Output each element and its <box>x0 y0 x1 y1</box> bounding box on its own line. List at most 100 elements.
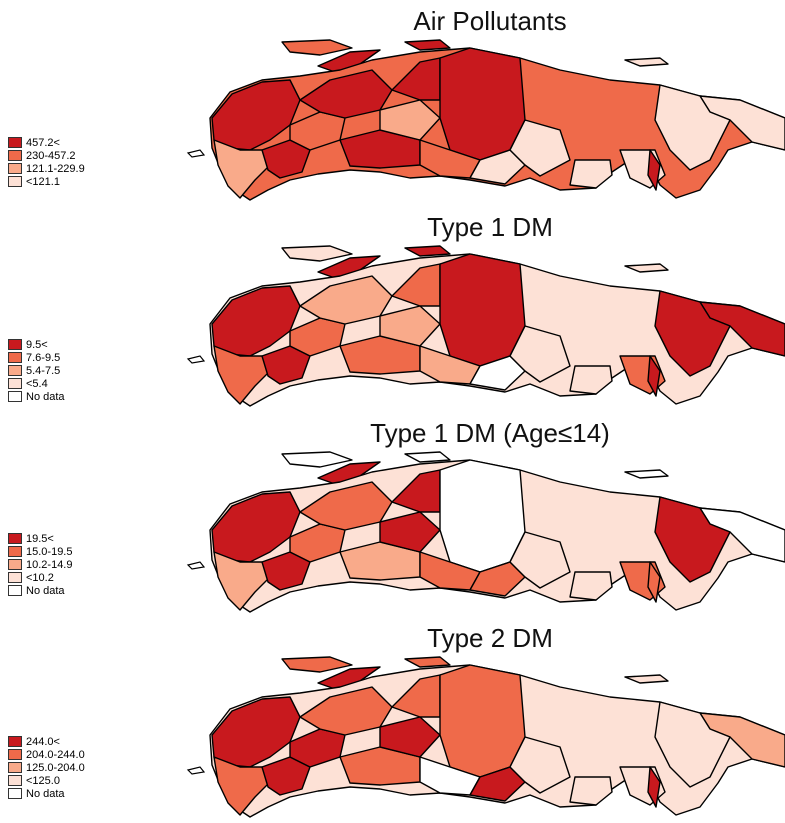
russia-map-type2-dm <box>186 656 785 818</box>
legend-label: <10.2 <box>26 571 54 584</box>
region-kaliningrad <box>186 766 206 775</box>
legend-label: No data <box>26 787 65 800</box>
region-amur <box>569 571 613 601</box>
region-magadan <box>654 290 731 377</box>
region-south <box>213 756 271 816</box>
panel-title: Air Pollutants <box>413 6 567 36</box>
russia-map-type1-dm-age14 <box>186 451 785 613</box>
region-komi <box>299 69 393 119</box>
legend-swatch <box>8 736 22 747</box>
region-magadan <box>654 701 731 788</box>
legend-item: 230-457.2 <box>8 149 85 162</box>
legend-swatch <box>8 533 22 544</box>
region-kaliningrad <box>186 149 206 158</box>
region-krasnoyarsk <box>439 47 526 161</box>
legend-item: 9.5< <box>8 338 65 351</box>
legend-label: 204.0-244.0 <box>26 748 85 761</box>
region-amur <box>569 365 613 395</box>
russia-map-type1-dm <box>186 245 785 407</box>
region-krasnoyarsk <box>439 459 526 573</box>
legend-label: No data <box>26 584 65 597</box>
legend-item: 457.2< <box>8 136 85 149</box>
region-irkutsk <box>509 531 571 589</box>
legend-label: 19.5< <box>26 532 54 545</box>
legend-swatch <box>8 749 22 760</box>
region-tyumen <box>379 511 441 553</box>
region-new-siberian-islands <box>624 469 669 479</box>
legend-swatch <box>8 775 22 786</box>
legend-item: 5.4-7.5 <box>8 364 65 377</box>
map-legend: 457.2< 230-457.2 121.1-229.9 <121.1 <box>8 136 85 188</box>
legend-item: 7.6-9.5 <box>8 351 65 364</box>
region-new-siberian-islands <box>624 263 669 273</box>
map-panel-air-pollutants: Air Pollutants 457.2< 230-457.2 121.1-22… <box>0 0 785 206</box>
region-novaya-zemlya-north <box>281 451 353 468</box>
region-irkutsk <box>509 736 571 794</box>
legend-swatch <box>8 352 22 363</box>
legend-swatch <box>8 762 22 773</box>
region-magadan <box>654 496 731 583</box>
region-komi <box>299 481 393 531</box>
region-severnaya-zemlya <box>404 451 451 463</box>
russia-map-air-pollutants <box>186 39 785 201</box>
region-sakhalin <box>647 149 661 191</box>
legend-swatch <box>8 585 22 596</box>
legend-swatch <box>8 365 22 376</box>
legend-item: No data <box>8 787 85 800</box>
legend-item: No data <box>8 584 72 597</box>
legend-item: <121.1 <box>8 175 85 188</box>
legend-label: 10.2-14.9 <box>26 558 73 571</box>
region-amur <box>569 776 613 806</box>
region-tyumen <box>379 99 441 141</box>
region-severnaya-zemlya <box>404 39 451 51</box>
region-tuva <box>469 766 526 802</box>
legend-swatch <box>8 176 22 187</box>
region-irkutsk <box>509 119 571 177</box>
region-amur <box>569 159 613 189</box>
legend-swatch <box>8 546 22 557</box>
legend-swatch <box>8 339 22 350</box>
legend-swatch <box>8 572 22 583</box>
legend-item: 204.0-244.0 <box>8 748 85 761</box>
region-new-siberian-islands <box>624 674 669 684</box>
legend-item: 244.0< <box>8 735 85 748</box>
map-legend: 19.5< 15.0-19.5 10.2-14.9 <10.2 No data <box>8 532 72 597</box>
map-panel-type1-dm: Type 1 DM 9.5< 7.6-9.5 5.4-7.5 <5.4 No d… <box>0 206 785 412</box>
legend-label: No data <box>26 390 65 403</box>
region-tyumen <box>379 305 441 347</box>
region-tuva <box>469 355 526 391</box>
region-tyumen <box>379 716 441 758</box>
region-magadan <box>654 84 731 171</box>
panel-title: Type 1 DM (Age≤14) <box>370 418 610 448</box>
legend-label: 230-457.2 <box>26 149 76 162</box>
region-sakhalin <box>647 355 661 397</box>
legend-swatch <box>8 150 22 161</box>
legend-label: 5.4-7.5 <box>26 364 61 377</box>
region-tuva <box>469 149 526 185</box>
region-komi <box>299 686 393 736</box>
legend-swatch <box>8 163 22 174</box>
map-legend: 9.5< 7.6-9.5 5.4-7.5 <5.4 No data <box>8 338 65 403</box>
region-sakhalin <box>647 561 661 603</box>
legend-swatch <box>8 559 22 570</box>
legend-item: 19.5< <box>8 532 72 545</box>
legend-item: 15.0-19.5 <box>8 545 72 558</box>
region-new-siberian-islands <box>624 57 669 67</box>
region-komi <box>299 275 393 325</box>
map-legend: 244.0< 204.0-244.0 125.0-204.0 <125.0 No… <box>8 735 85 800</box>
legend-item: <10.2 <box>8 571 72 584</box>
legend-label: 9.5< <box>26 338 48 351</box>
legend-swatch <box>8 391 22 402</box>
region-tuva <box>469 561 526 597</box>
region-severnaya-zemlya <box>404 245 451 257</box>
region-krasnoyarsk <box>439 253 526 367</box>
legend-label: 15.0-19.5 <box>26 545 73 558</box>
legend-swatch <box>8 137 22 148</box>
region-irkutsk <box>509 325 571 383</box>
region-novaya-zemlya-north <box>281 245 353 262</box>
region-severnaya-zemlya <box>404 656 451 668</box>
panel-title: Type 2 DM <box>427 623 553 653</box>
legend-label: <125.0 <box>26 774 60 787</box>
legend-swatch <box>8 378 22 389</box>
region-novaya-zemlya-north <box>281 656 353 673</box>
